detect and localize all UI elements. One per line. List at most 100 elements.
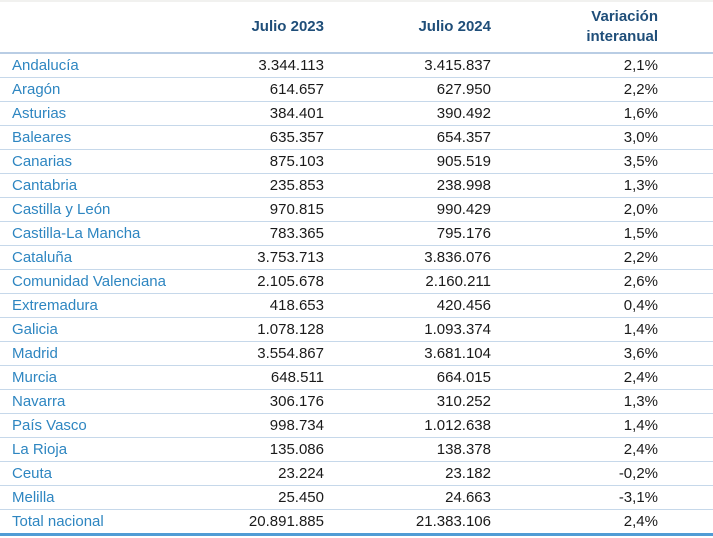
table-row: Cataluña 3.753.713 3.836.076 2,2% — [0, 245, 713, 270]
region-name-cell: Andalucía — [12, 57, 79, 74]
table-row: País Vasco 998.734 1.012.638 1,4% — [0, 413, 713, 438]
variacion-value-cell: 3,5% — [623, 153, 658, 170]
variacion-value-cell: 2,4% — [623, 513, 658, 530]
variacion-value-cell: 2,6% — [623, 273, 658, 290]
region-name-cell: Melilla — [12, 489, 55, 506]
variacion-value-cell: 1,4% — [623, 321, 658, 338]
table-row: Cantabria 235.853 238.998 1,3% — [0, 173, 713, 198]
region-name-cell: Castilla-La Mancha — [12, 225, 141, 242]
header-row: Julio 2023 Julio 2024 Variación interanu… — [0, 1, 713, 53]
table-body: Andalucía 3.344.113 3.415.837 2,1% Aragón 614… — [0, 53, 713, 535]
region-name-cell: La Rioja — [12, 441, 68, 458]
julio-2024-value-cell: 905.519 — [436, 153, 491, 170]
julio-2023-value-cell: 235.853 — [269, 177, 324, 194]
julio-2024-value-cell: 21.383.106 — [415, 513, 491, 530]
julio-2023-value-cell: 783.365 — [269, 225, 324, 242]
variacion-value-cell: 2,2% — [623, 81, 658, 98]
region-name-cell: País Vasco — [12, 417, 87, 434]
table-row: Galicia 1.078.128 1.093.374 1,4% — [0, 317, 713, 342]
variacion-value-cell: 0,4% — [623, 297, 658, 314]
region-name-cell: Cantabria — [12, 177, 78, 194]
variacion-value-cell: 1,5% — [623, 225, 658, 242]
region-name-cell: Asturias — [12, 105, 67, 122]
table-row: Ceuta 23.224 23.182 -0,2% — [0, 461, 713, 486]
variacion-value-cell: -3,1% — [618, 489, 658, 506]
julio-2024-value-cell: 1.093.374 — [424, 321, 491, 338]
region-name-cell: Baleares — [12, 129, 72, 146]
julio-2023-value-cell: 614.657 — [269, 81, 324, 98]
julio-2023-value-cell: 970.815 — [269, 201, 324, 218]
julio-2023-value-cell: 3.554.867 — [257, 345, 324, 362]
variacion-value-cell: 3,0% — [623, 129, 658, 146]
region-name-cell: Comunidad Valenciana — [12, 273, 166, 290]
variacion-value-cell: -0,2% — [618, 465, 658, 482]
variacion-value-cell: 2,4% — [623, 369, 658, 386]
table-row: Aragón 614.657 627.950 2,2% — [0, 77, 713, 102]
column-header-region — [0, 1, 222, 53]
julio-2024-value-cell: 23.182 — [445, 465, 491, 482]
table-row: Madrid 3.554.867 3.681.104 3,6% — [0, 341, 713, 366]
region-name-cell: Navarra — [12, 393, 66, 410]
total-row: Total nacional 20.891.885 21.383.106 2,4% — [0, 509, 713, 535]
region-name-cell: Total nacional — [12, 513, 104, 530]
julio-2024-value-cell: 795.176 — [436, 225, 491, 242]
table-header: Julio 2023 Julio 2024 Variación interanu… — [0, 1, 713, 53]
julio-2023-value-cell: 23.224 — [278, 465, 324, 482]
julio-2024-value-cell: 3.681.104 — [424, 345, 491, 362]
julio-2024-value-cell: 138.378 — [436, 441, 491, 458]
julio-2023-value-cell: 306.176 — [269, 393, 324, 410]
julio-2024-value-cell: 3.836.076 — [424, 249, 491, 266]
table-row: Andalucía 3.344.113 3.415.837 2,1% — [0, 53, 713, 78]
variacion-value-cell: 1,3% — [623, 393, 658, 410]
variacion-value-cell: 2,0% — [623, 201, 658, 218]
region-name-cell: Murcia — [12, 369, 58, 386]
region-name-cell: Aragón — [12, 81, 61, 98]
variacion-value-cell: 1,6% — [623, 105, 658, 122]
julio-2024-value-cell: 627.950 — [436, 81, 491, 98]
column-header-julio-2024: Julio 2024 — [418, 18, 491, 35]
table-row: Castilla-La Mancha 783.365 795.176 1,5% — [0, 221, 713, 246]
table-row: Asturias 384.401 390.492 1,6% — [0, 101, 713, 126]
region-name-cell: Extremadura — [12, 297, 98, 314]
julio-2023-value-cell: 418.653 — [269, 297, 324, 314]
julio-2024-value-cell: 3.415.837 — [424, 57, 491, 74]
julio-2024-value-cell: 420.456 — [436, 297, 491, 314]
julio-2023-value-cell: 25.450 — [278, 489, 324, 506]
table-row: Castilla y León 970.815 990.429 2,0% — [0, 197, 713, 222]
julio-2024-value-cell: 664.015 — [436, 369, 491, 386]
julio-2023-value-cell: 3.753.713 — [257, 249, 324, 266]
julio-2023-value-cell: 998.734 — [269, 417, 324, 434]
julio-2024-value-cell: 1.012.638 — [424, 417, 491, 434]
region-name-cell: Galicia — [12, 321, 58, 338]
table-row: Comunidad Valenciana 2.105.678 2.160.211 2,… — [0, 269, 713, 294]
variacion-value-cell: 1,4% — [623, 417, 658, 434]
table-row: Murcia 648.511 664.015 2,4% — [0, 365, 713, 390]
table-row: Navarra 306.176 310.252 1,3% — [0, 389, 713, 414]
julio-2024-value-cell: 2.160.211 — [425, 273, 491, 290]
variacion-value-cell: 2,4% — [623, 441, 658, 458]
table-row: Melilla 25.450 24.663 -3,1% — [0, 485, 713, 510]
julio-2023-value-cell: 2.105.678 — [257, 273, 324, 290]
variacion-value-cell: 2,1% — [623, 57, 658, 74]
julio-2023-value-cell: 635.357 — [269, 129, 324, 146]
julio-2023-value-cell: 875.103 — [269, 153, 324, 170]
table-row: Baleares 635.357 654.357 3,0% — [0, 125, 713, 150]
table-row: La Rioja 135.086 138.378 2,4% — [0, 437, 713, 462]
column-header-variacion-label: Variación interanual — [586, 8, 658, 45]
julio-2023-value-cell: 384.401 — [269, 105, 324, 122]
table-row: Extremadura 418.653 420.456 0,4% — [0, 293, 713, 318]
region-name-cell: Ceuta — [12, 465, 53, 482]
region-name-cell: Canarias — [12, 153, 73, 170]
julio-2023-value-cell: 648.511 — [270, 369, 324, 386]
table-row: Canarias 875.103 905.519 3,5% — [0, 149, 713, 174]
julio-2024-value-cell: 238.998 — [436, 177, 491, 194]
julio-2023-value-cell: 3.344.113 — [258, 57, 324, 74]
julio-2024-value-cell: 390.492 — [436, 105, 491, 122]
region-name-cell: Madrid — [12, 345, 58, 362]
julio-2024-value-cell: 654.357 — [436, 129, 491, 146]
julio-2023-value-cell: 20.891.885 — [248, 513, 324, 530]
column-header-julio-2023: Julio 2023 — [251, 18, 324, 35]
julio-2023-value-cell: 1.078.128 — [257, 321, 324, 338]
